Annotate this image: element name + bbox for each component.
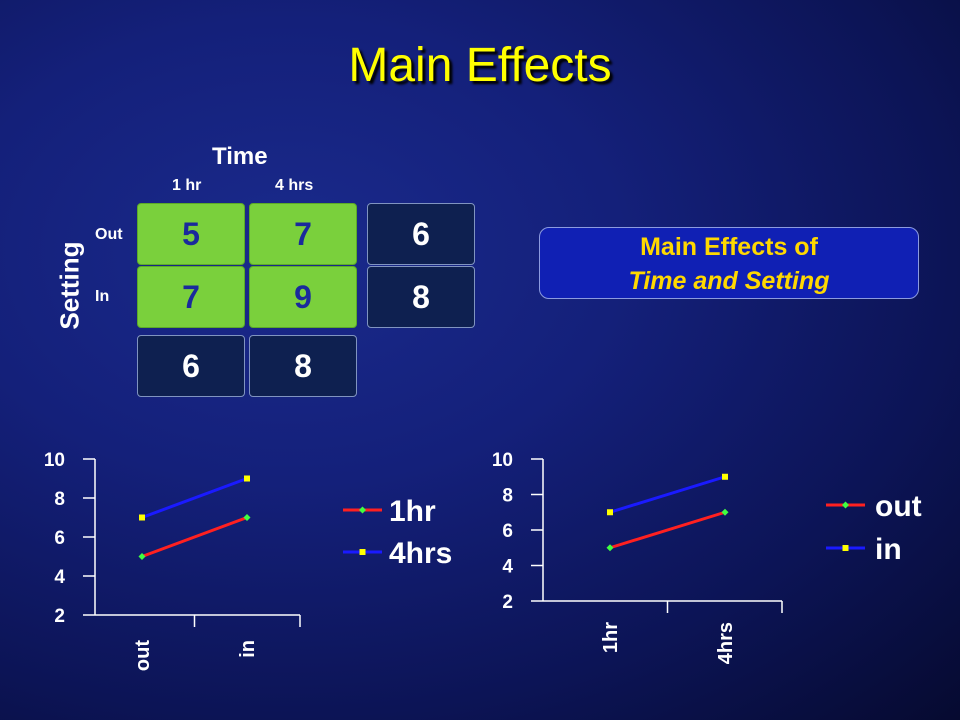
data-point-marker	[243, 514, 251, 521]
callout-line-1: Main Effects of	[640, 233, 818, 261]
x-tick-label: out	[132, 640, 154, 671]
y-tick-label: 8	[54, 489, 65, 510]
y-tick-label: 10	[44, 450, 65, 471]
x-tick-label: 1hr	[600, 622, 622, 653]
col-mean-4hrs: 8	[249, 335, 357, 397]
row-mean-in: 8	[367, 266, 475, 328]
series-line	[141, 516, 248, 558]
series-line	[141, 477, 248, 519]
cell-in-4hrs: 9	[249, 266, 357, 328]
y-tick-label: 6	[502, 521, 513, 542]
x-tick-label: 4hrs	[715, 622, 737, 664]
y-tick-label: 10	[492, 450, 513, 471]
y-tick-label: 8	[502, 486, 513, 507]
row-label-out: Out	[95, 226, 123, 243]
y-tick-label: 2	[54, 606, 65, 627]
cell-out-1hr: 5	[137, 203, 245, 265]
row-label-in: In	[95, 288, 110, 305]
y-tick-label: 4	[502, 557, 513, 578]
slide-title: Main Effects	[348, 39, 612, 92]
data-point-marker	[139, 514, 145, 521]
data-point-marker	[721, 508, 729, 516]
cell-out-4hrs: 7	[249, 203, 357, 265]
data-point-marker	[722, 473, 728, 480]
main-effects-callout: Main Effects of Time and Setting	[539, 227, 919, 299]
time-axis-title: Time	[212, 143, 268, 170]
legend-marker	[842, 545, 849, 551]
data-point-marker	[244, 475, 250, 482]
series-line	[609, 510, 726, 550]
col-label-1hr: 1 hr	[172, 177, 202, 194]
legend-marker	[842, 501, 849, 509]
row-mean-out: 6	[367, 203, 475, 265]
data-point-marker	[606, 544, 614, 552]
callout-line-2: Time and Setting	[628, 267, 830, 295]
legend-label: out	[875, 490, 922, 523]
legend-label: 4hrs	[389, 537, 452, 570]
legend-marker	[359, 506, 366, 514]
y-tick-label: 4	[54, 567, 65, 588]
cell-in-1hr: 7	[137, 266, 245, 328]
legend-label: 1hr	[389, 495, 436, 528]
y-tick-label: 2	[502, 592, 513, 613]
legend-label: in	[875, 533, 902, 566]
col-label-4hrs: 4 hrs	[275, 177, 314, 194]
data-point-marker	[607, 509, 613, 516]
y-tick-label: 6	[54, 528, 65, 549]
col-mean-1hr: 6	[137, 335, 245, 397]
x-tick-label: in	[237, 640, 259, 658]
data-point-marker	[138, 553, 146, 560]
legend-marker	[359, 549, 366, 555]
series-line	[609, 475, 726, 514]
